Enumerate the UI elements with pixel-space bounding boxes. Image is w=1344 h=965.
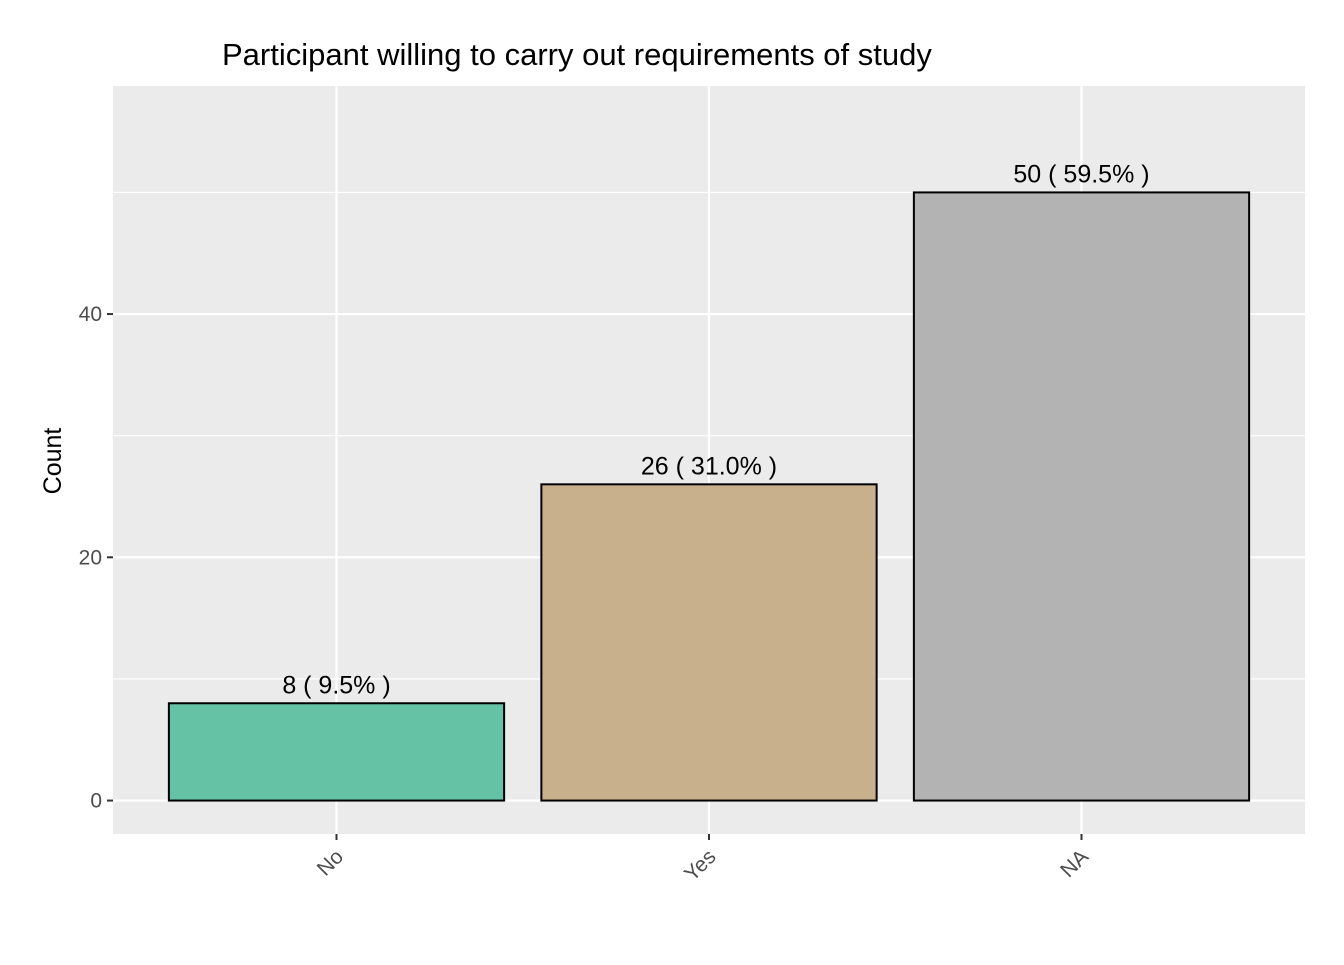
y-tick-label: 40: [79, 303, 102, 326]
y-tick-label: 0: [90, 790, 102, 813]
data-label-no: 8 ( 9.5% ): [282, 671, 390, 699]
bars: [167, 191, 1251, 802]
data-label-yes: 26 ( 31.0% ): [641, 452, 777, 480]
bar-no: [167, 702, 506, 802]
y-axis-title: Count: [39, 428, 67, 495]
y-tick-label: 20: [79, 546, 102, 569]
chart-title: Participant willing to carry out require…: [222, 37, 932, 72]
bar-na: [912, 191, 1251, 802]
data-label-na: 50 ( 59.5% ): [1013, 160, 1149, 188]
bar-yes: [540, 483, 878, 802]
data-labels: 8 ( 9.5% ) 26 ( 31.0% ) 50 ( 59.5% ): [282, 160, 1149, 699]
